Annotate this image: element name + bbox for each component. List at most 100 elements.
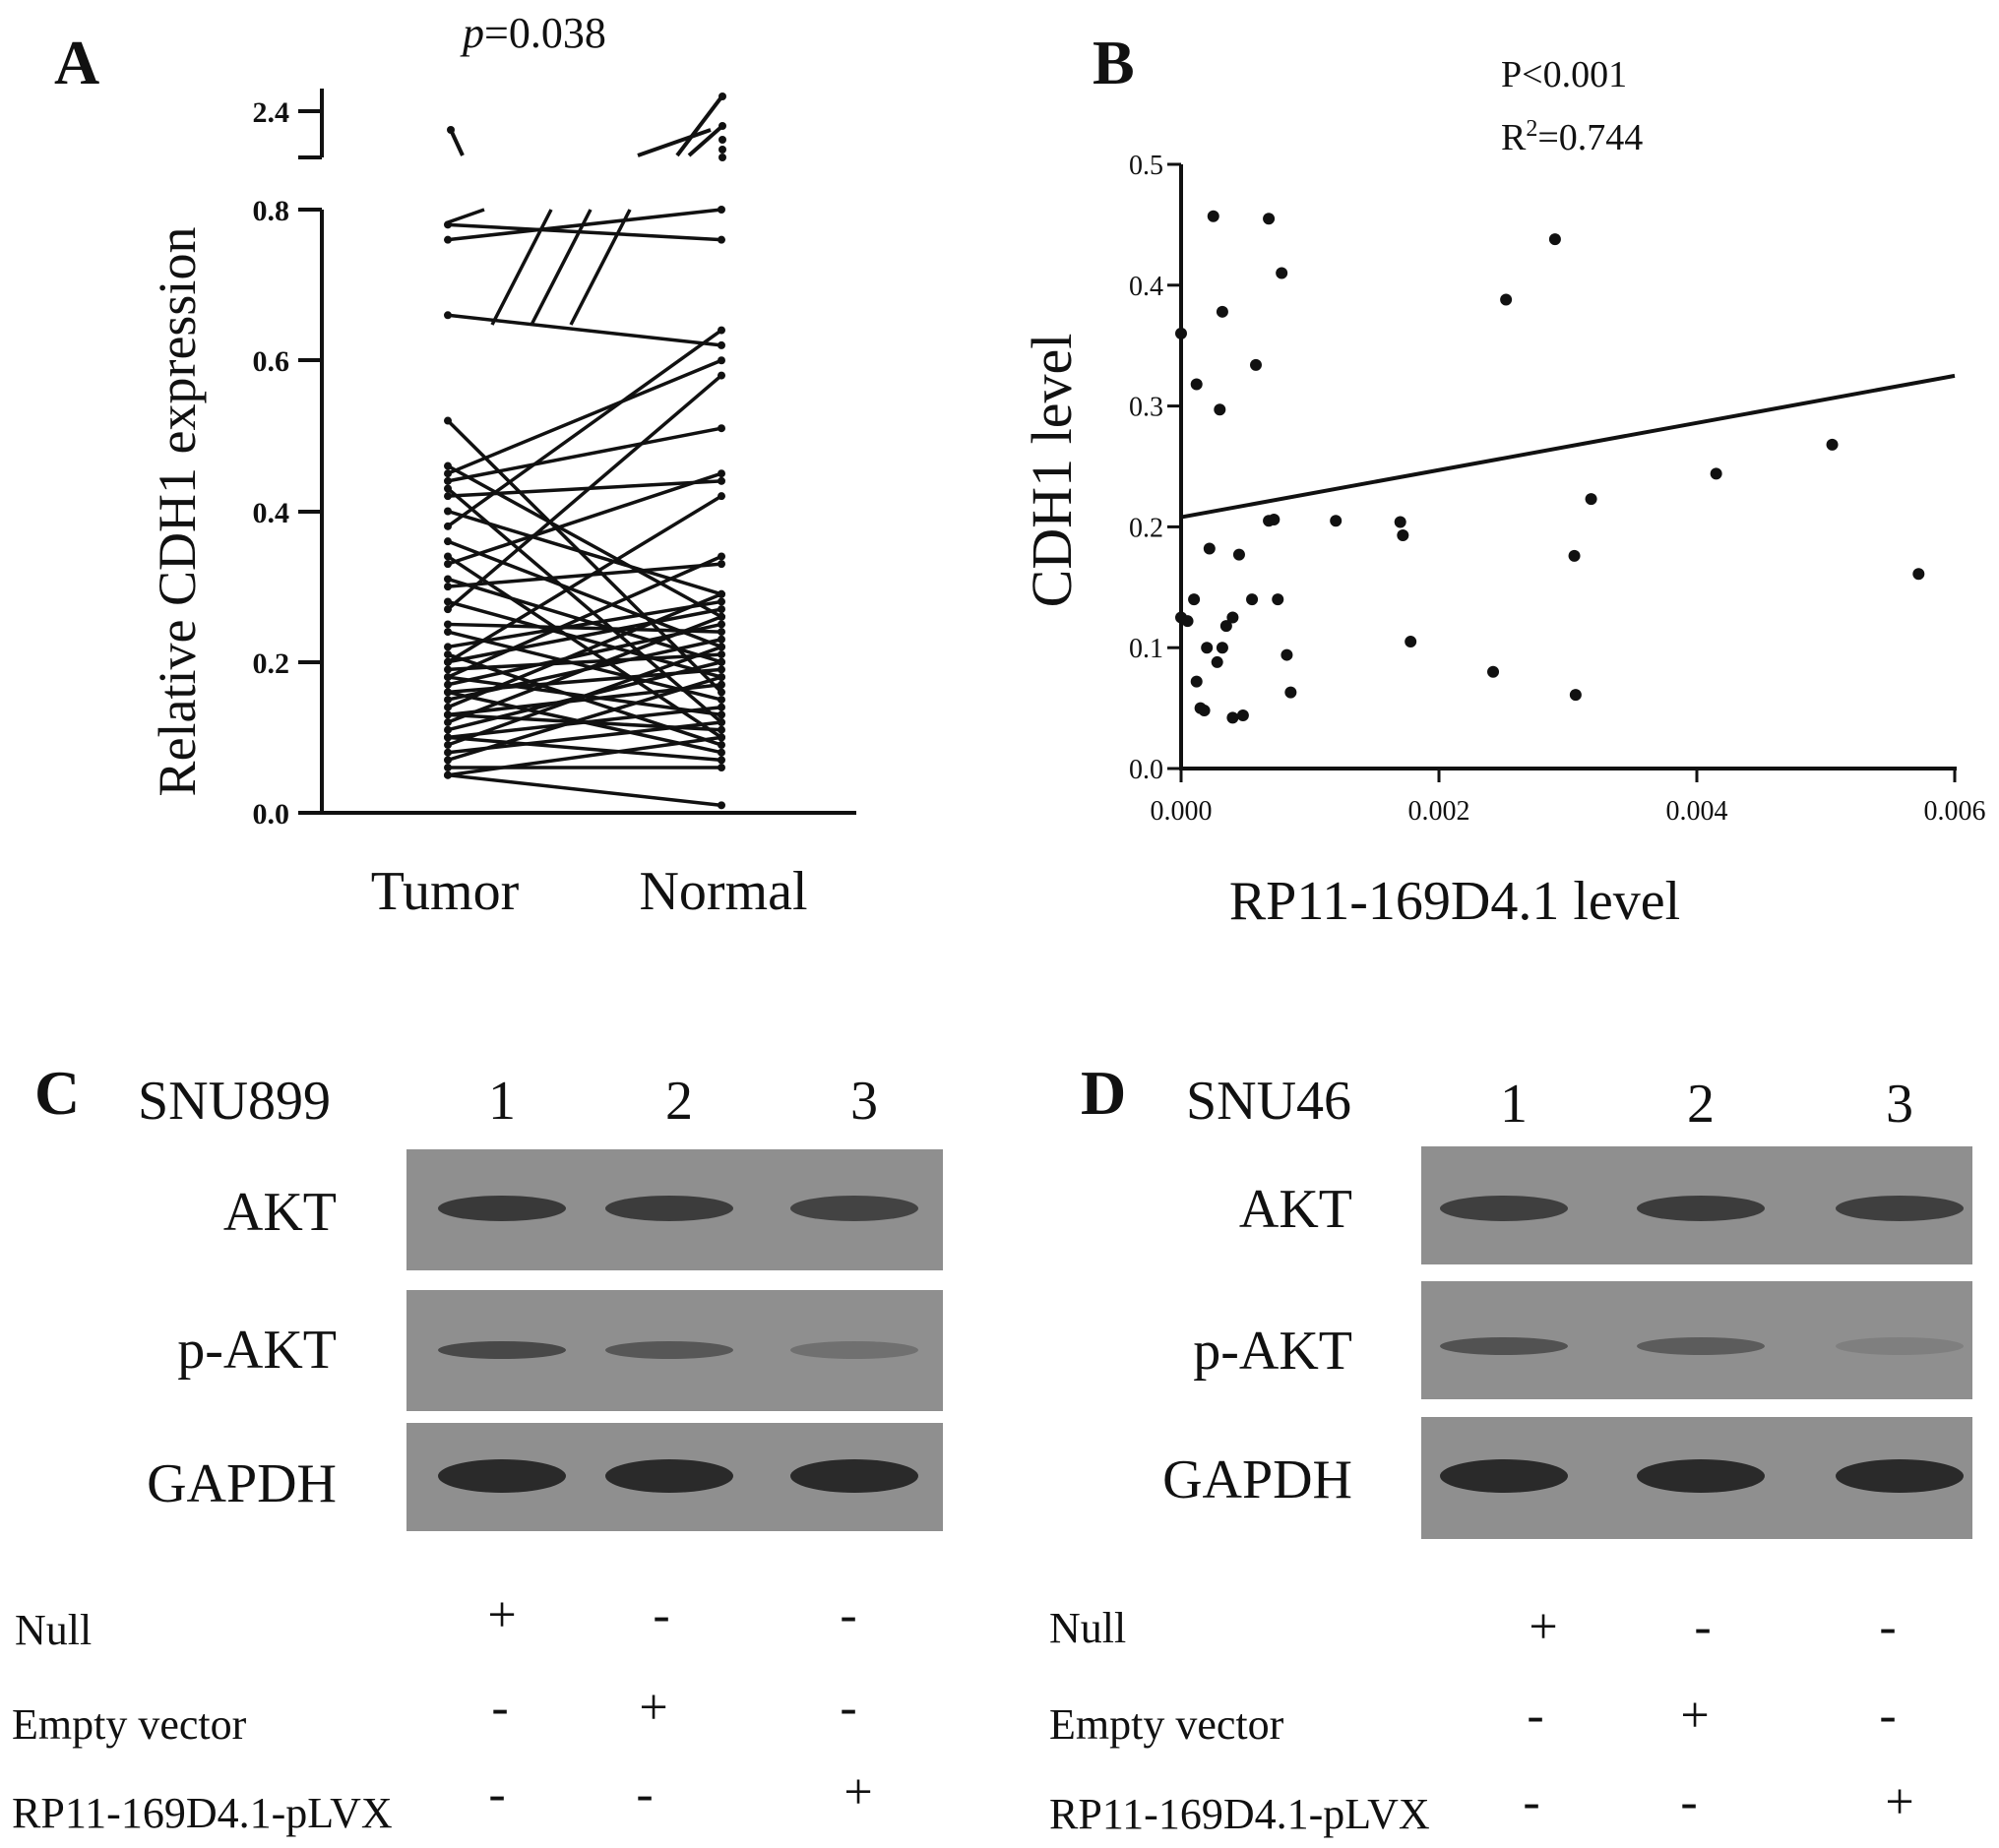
- panel-b-point: [1190, 675, 1203, 688]
- panel-d-sign: -: [1527, 1688, 1543, 1744]
- panel-c-band-p-akt: [605, 1341, 733, 1359]
- panel-a-tumor-point: [444, 770, 452, 779]
- panel-a-pair-line: [447, 426, 722, 483]
- panel-b-point: [1181, 615, 1194, 628]
- panel-b-point: [1276, 267, 1288, 279]
- panel-a-tumor-point: [444, 311, 452, 320]
- panel-a-pair-line: [447, 494, 722, 664]
- panel-a-normal-point: [718, 673, 725, 682]
- panel-c-band-p-akt: [438, 1341, 566, 1359]
- panel-a-normal-point: [718, 764, 725, 772]
- panel-a-normal-point: [718, 688, 725, 697]
- panel-a-pair-line: [447, 463, 722, 619]
- panel-b: B P<0.001 R2=0.744 CDH1 level RP11-169D4…: [1020, 28, 1986, 932]
- panel-a-upper-point: [718, 122, 726, 130]
- panel-a-normal-point: [718, 605, 725, 614]
- panel-c-row-label: p-AKT: [177, 1320, 337, 1381]
- panel-a-pair-line: [447, 592, 722, 709]
- panel-d-lane-number: 1: [1500, 1074, 1528, 1135]
- panel-c-sign: +: [639, 1680, 667, 1736]
- panel-c: C SNU899 1 2 3 AKT p-AKT GAPDH Null Empt…: [12, 1058, 943, 1837]
- panel-a-tumor-point: [444, 597, 452, 606]
- panel-a-normal-point: [718, 628, 725, 637]
- panel-b-point: [1330, 515, 1343, 527]
- panel-a-tumor-point: [444, 620, 452, 629]
- panel-b-point: [1284, 686, 1297, 699]
- panel-b-point: [1246, 593, 1259, 606]
- panel-a-normal-point: [718, 492, 725, 501]
- panel-a-letter: A: [54, 28, 99, 97]
- panel-a-tumor-point: [444, 628, 452, 637]
- panel-c-band-akt: [605, 1196, 733, 1221]
- panel-a-upper-point: [718, 92, 726, 100]
- panel-a-upper-line: [687, 124, 724, 157]
- panel-b-point: [1203, 542, 1216, 555]
- panel-b-point: [1190, 378, 1203, 391]
- panel-a-upper-line: [449, 129, 465, 156]
- panel-b-point: [1201, 642, 1214, 654]
- panel-a-pair-line: [446, 329, 723, 528]
- panel-a-tumor-point: [444, 703, 452, 711]
- panel-a-pair-line: [447, 222, 722, 242]
- panel-b-point: [1207, 210, 1219, 222]
- panel-b-xtick-label: 0.000: [1151, 796, 1213, 827]
- panel-a-tumor-point: [444, 680, 452, 689]
- panel-d-band-gapdh: [1836, 1459, 1964, 1493]
- panel-c-sign: -: [636, 1766, 653, 1822]
- panel-a-pair-line: [447, 675, 722, 763]
- panel-c-sign: +: [487, 1587, 516, 1643]
- panel-a-tumor-point: [444, 484, 452, 493]
- panel-d-band-p-akt: [1836, 1337, 1964, 1355]
- panel-a-pair-line: [447, 622, 722, 634]
- panel-a-normal-point: [718, 643, 725, 651]
- panel-d: D SNU46 1 2 3 AKT p-AKT GAPDH Null Empty…: [1049, 1058, 1972, 1838]
- panel-b-point: [1175, 327, 1187, 339]
- panel-a-normal-point: [718, 371, 725, 380]
- panel-a-pair-line: [446, 487, 723, 724]
- panel-b-point: [1585, 493, 1597, 506]
- panel-a-pair-line: [490, 209, 553, 326]
- panel-d-sign: -: [1879, 1688, 1896, 1744]
- panel-a-normal-point: [718, 552, 725, 561]
- panel-a-upper-point: [718, 154, 726, 161]
- panel-a-tumor-point: [444, 605, 452, 614]
- panel-d-sign: -: [1694, 1599, 1711, 1655]
- panel-b-point: [1394, 516, 1406, 528]
- panel-a-ytick-label: 0.2: [253, 647, 290, 680]
- panel-b-ytick-label: 0.1: [1129, 634, 1163, 664]
- panel-a-normal-point: [718, 741, 725, 750]
- panel-b-ticks: 0.0 0.1 0.2 0.3 0.4 0.5 0.000 0.002 0.004 0.006: [1129, 151, 1986, 827]
- panel-d-bands: [1440, 1196, 1964, 1493]
- panel-a-upper-point: [447, 126, 455, 134]
- panel-a-normal-point: [718, 424, 725, 433]
- panel-d-band-akt: [1440, 1196, 1568, 1221]
- panel-b-r2-rest: =0.744: [1537, 117, 1643, 158]
- panel-c-condition-label: Empty vector: [12, 1700, 247, 1749]
- panel-c-band-gapdh: [790, 1459, 918, 1493]
- panel-a-normal-point: [718, 657, 725, 666]
- panel-a-normal-point: [718, 725, 725, 734]
- panel-b-point: [1226, 611, 1239, 624]
- panel-a-tumor-point: [444, 756, 452, 765]
- panel-b-regression-line: [1180, 373, 1956, 520]
- panel-c-lane-number: 1: [488, 1071, 516, 1132]
- panel-b-ytick-label: 0.2: [1129, 513, 1163, 543]
- panel-a-tumor-point: [444, 476, 452, 485]
- panel-a-normal-point: [718, 665, 725, 674]
- panel-b-point: [1548, 233, 1561, 246]
- panel-b-xtick-label: 0.004: [1666, 796, 1728, 827]
- panel-c-lane-number: 2: [665, 1071, 693, 1132]
- panel-c-row-label: AKT: [223, 1182, 337, 1243]
- panel-a-tumor-point: [444, 733, 452, 742]
- panel-a-tumor-point: [444, 748, 452, 757]
- panel-b-point: [1272, 593, 1284, 606]
- panel-a-ytick-label: 0.8: [253, 195, 290, 227]
- panel-b-point: [1500, 293, 1513, 306]
- panel-d-condition-label: RP11-169D4.1-pLVX: [1049, 1790, 1430, 1838]
- panel-c-sign: -: [488, 1766, 505, 1822]
- panel-b-point: [1198, 705, 1211, 717]
- panel-a-normal-point: [718, 589, 725, 598]
- panel-a-pair-line: [447, 772, 722, 808]
- panel-b-ytick-label: 0.0: [1129, 755, 1163, 785]
- panel-a-ylabel: Relative CDH1 expression: [148, 227, 207, 797]
